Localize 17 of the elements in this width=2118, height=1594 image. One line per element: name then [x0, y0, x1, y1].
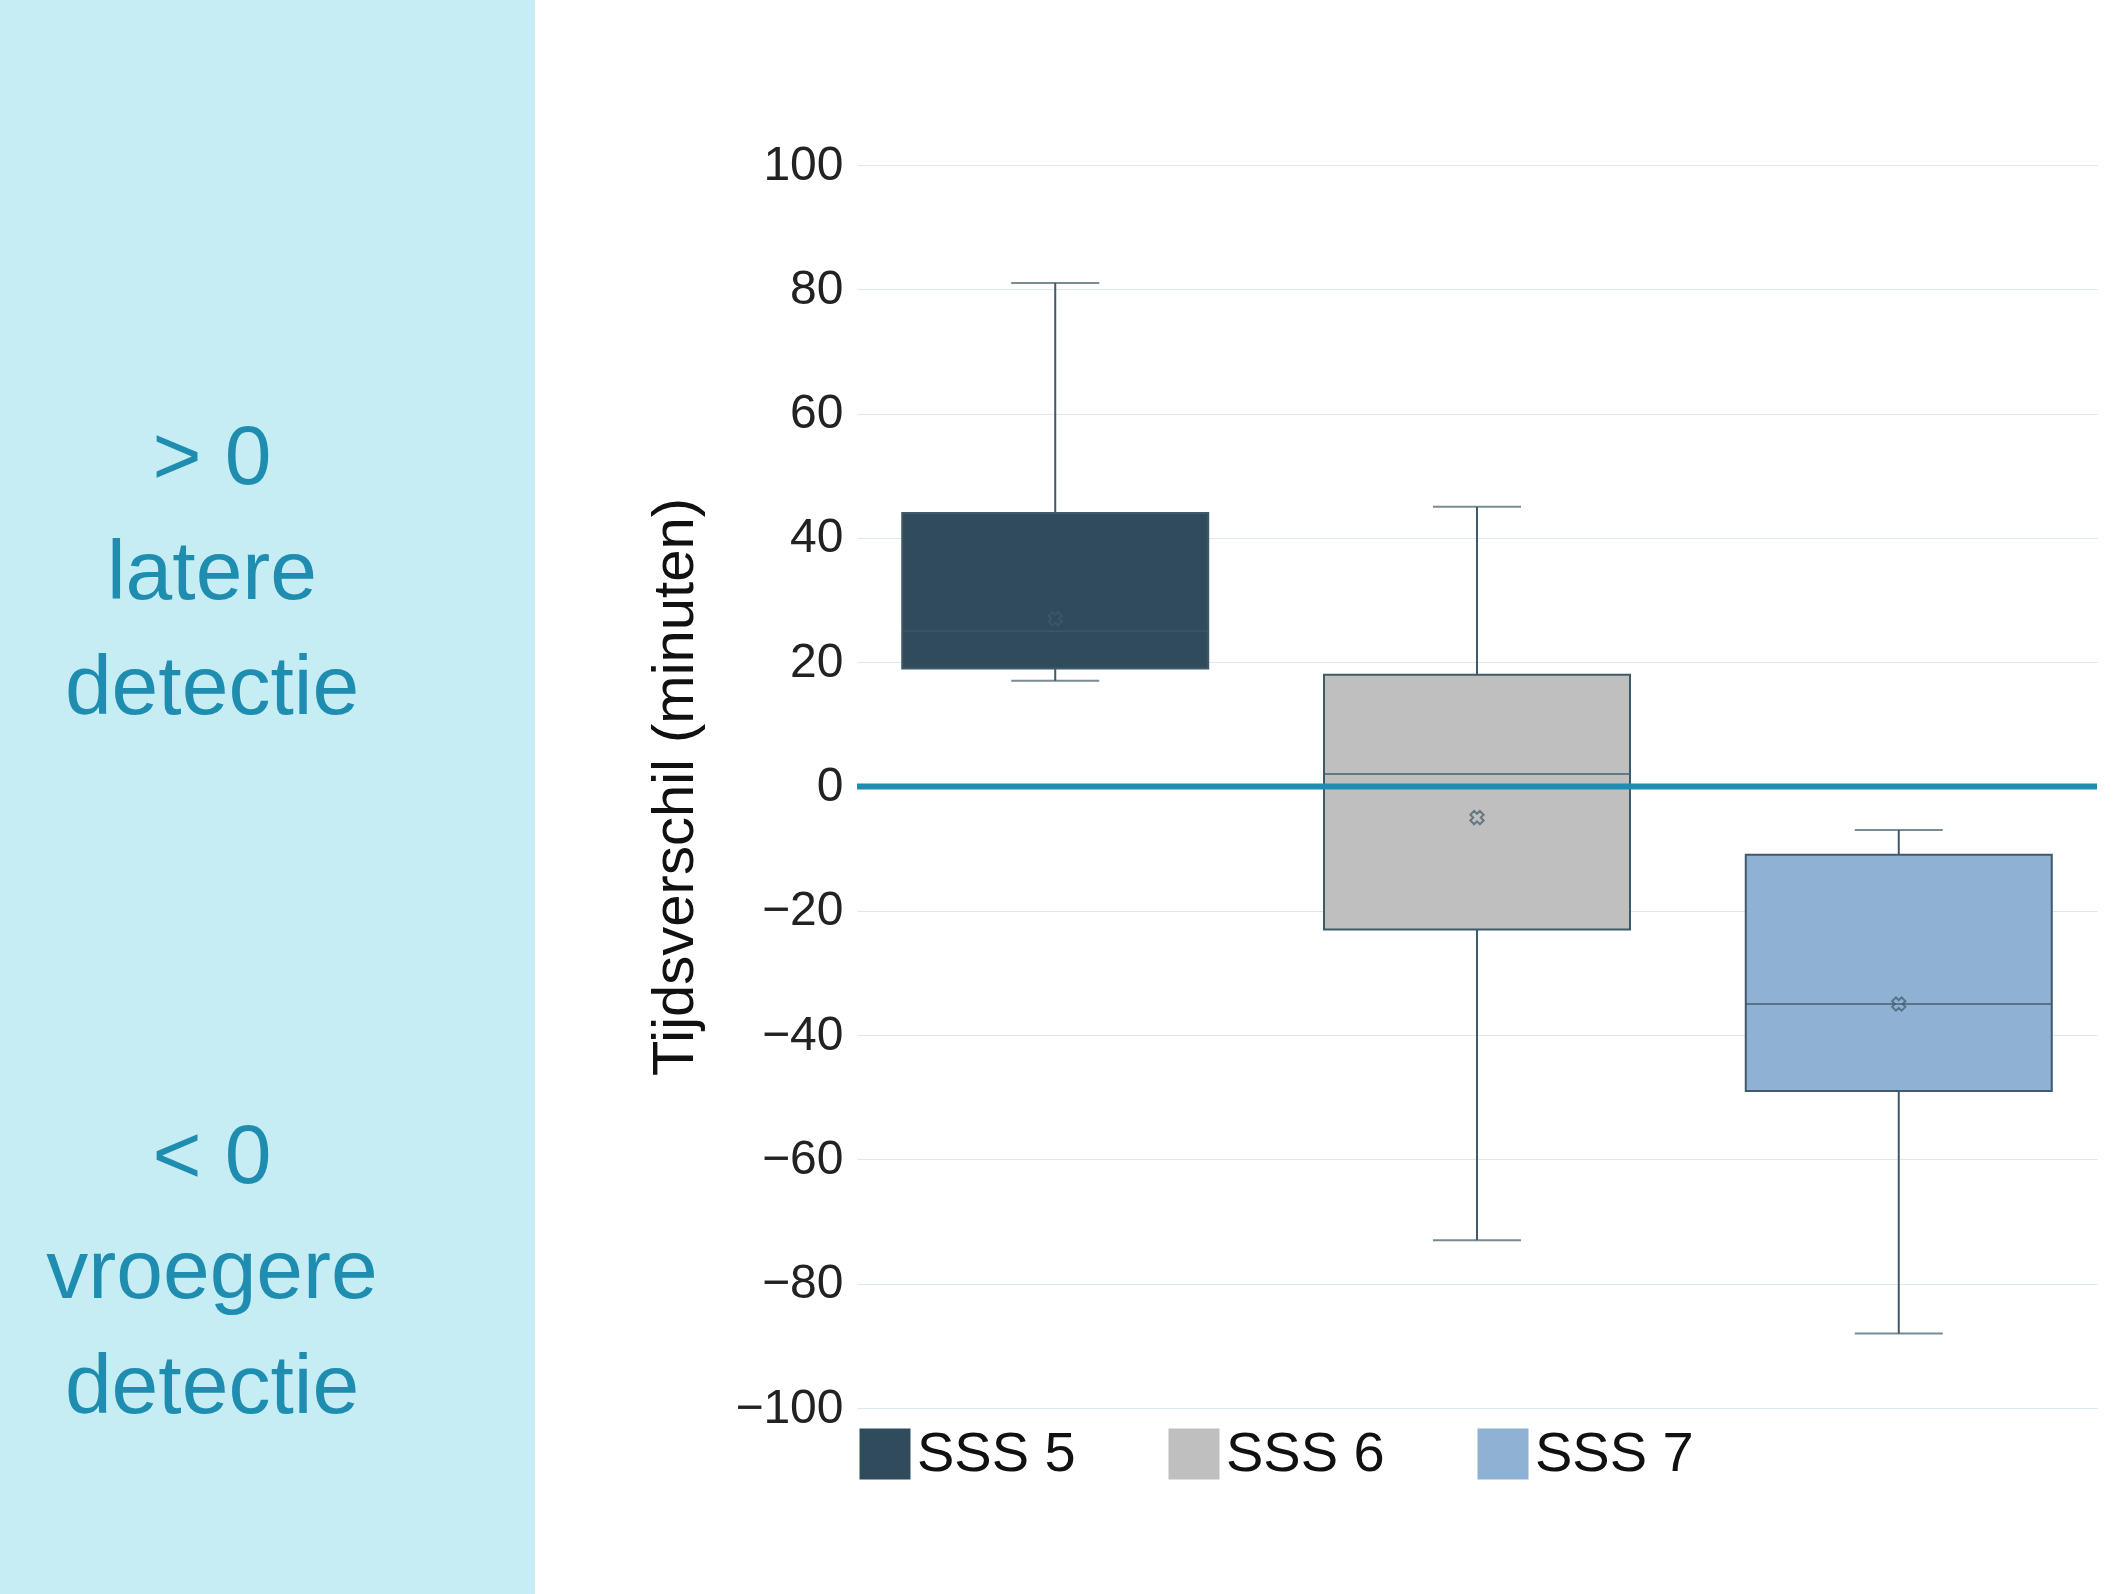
y-tick-label: 20 [790, 633, 844, 687]
y-tick-label: −60 [762, 1130, 844, 1184]
y-tick-label: 100 [763, 136, 844, 190]
y-axis-title: Tijdsverschil (minuten) [640, 498, 706, 1076]
y-tick-label: 0 [816, 758, 844, 811]
y-tick-label: −40 [762, 1006, 844, 1060]
y-tick-label: 80 [790, 260, 844, 314]
text: < 0 vroegere detectie [46, 1107, 378, 1431]
y-tick-label: −80 [762, 1255, 844, 1309]
legend-label: SSS 7 [1535, 1420, 1694, 1483]
text: > 0 latere detectie [64, 408, 360, 732]
y-tick-label: −100 [735, 1379, 844, 1433]
y-tick-label: 40 [790, 509, 844, 563]
y-tick-label: −20 [762, 882, 844, 936]
y-tick-label: 60 [790, 385, 844, 439]
legend-label: SSS 6 [1226, 1420, 1385, 1483]
legend-label: SSS 5 [917, 1420, 1076, 1483]
